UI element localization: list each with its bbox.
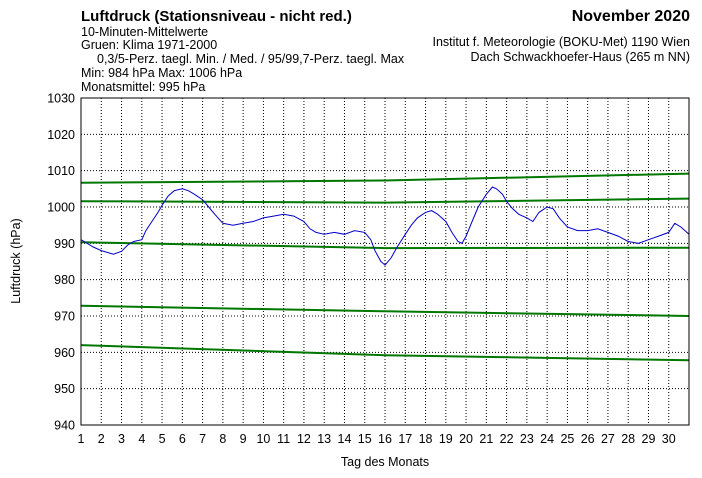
climate-line bbox=[80, 304, 690, 317]
x-tick-label: 25 bbox=[560, 432, 574, 446]
observed-line bbox=[80, 186, 690, 266]
plot-area bbox=[81, 98, 689, 425]
y-axis-label: Luftdruck (hPa) bbox=[9, 218, 23, 303]
x-tick-label: 17 bbox=[398, 432, 412, 446]
x-tick-label: 2 bbox=[98, 432, 105, 446]
min-max-label: Min: 984 hPa Max: 1006 hPa bbox=[81, 66, 243, 80]
y-tick-label: 980 bbox=[54, 273, 75, 287]
x-tick-label: 9 bbox=[240, 432, 247, 446]
x-tick-label: 22 bbox=[500, 432, 514, 446]
x-tick-label: 16 bbox=[378, 432, 392, 446]
x-tick-label: 23 bbox=[520, 432, 534, 446]
y-tick-label: 1010 bbox=[47, 164, 75, 178]
x-tick-labels: 1 2 3 4 5 6 7 8 9 10 11 12 13 14 15 16 17 18 19 20 21 22 23 24 2… bbox=[78, 432, 676, 446]
x-tick-label: 12 bbox=[297, 432, 311, 446]
x-tick-label: 1 bbox=[78, 432, 85, 446]
x-tick-label: 13 bbox=[317, 432, 331, 446]
y-tick-label: 960 bbox=[54, 346, 75, 360]
x-tick-label: 20 bbox=[459, 432, 473, 446]
percentile-note: 0,3/5-Perz. taegl. Min. / Med. / 95/99,7… bbox=[97, 52, 405, 66]
x-tick-label: 5 bbox=[159, 432, 166, 446]
y-tick-label: 990 bbox=[54, 237, 75, 251]
climate-line bbox=[80, 197, 690, 204]
x-tick-label: 6 bbox=[179, 432, 186, 446]
chart-title: Luftdruck (Stationsniveau - nicht red.) bbox=[81, 8, 352, 25]
plot-frame bbox=[80, 97, 690, 426]
x-tick-label: 18 bbox=[419, 432, 433, 446]
x-tick-label: 8 bbox=[219, 432, 226, 446]
climate-line bbox=[80, 172, 690, 184]
y-tick-labels: 940 950 960 970 980 990 1000 1010 1020 1030 bbox=[47, 92, 75, 433]
grid bbox=[81, 98, 689, 425]
station-label: Dach Schwackhoefer-Haus (265 m NN) bbox=[470, 50, 690, 64]
x-tick-label: 7 bbox=[199, 432, 206, 446]
x-tick-label: 27 bbox=[601, 432, 615, 446]
x-tick-label: 10 bbox=[256, 432, 270, 446]
observed-pressure-line bbox=[80, 186, 690, 266]
monthly-mean-label: Monatsmittel: 995 hPa bbox=[81, 80, 206, 94]
x-tick-label: 14 bbox=[338, 432, 352, 446]
x-tick-label: 3 bbox=[118, 432, 125, 446]
climate-note: Gruen: Klima 1971-2000 bbox=[81, 38, 218, 52]
x-tick-label: 15 bbox=[358, 432, 372, 446]
x-tick-label: 21 bbox=[479, 432, 493, 446]
x-tick-label: 26 bbox=[581, 432, 595, 446]
x-tick-label: 11 bbox=[277, 432, 290, 446]
climate-lines bbox=[80, 172, 690, 362]
y-tick-label: 950 bbox=[54, 382, 75, 396]
x-tick-label: 30 bbox=[662, 432, 676, 446]
x-tick-label: 4 bbox=[138, 432, 145, 446]
y-tick-label: 1030 bbox=[47, 92, 75, 106]
y-tick-label: 1000 bbox=[47, 201, 75, 215]
y-tick-label: 970 bbox=[54, 310, 75, 324]
x-tick-label: 19 bbox=[439, 432, 453, 446]
climate-line bbox=[80, 344, 690, 362]
climate-line bbox=[80, 241, 690, 250]
x-axis-label: Tag des Monats bbox=[341, 455, 429, 469]
y-tick-label: 940 bbox=[54, 419, 75, 433]
x-tick-label: 28 bbox=[621, 432, 635, 446]
chart-subtitle: 10-Minuten-Mittelwerte bbox=[81, 25, 209, 39]
month-label: November 2020 bbox=[571, 8, 690, 25]
x-tick-label: 24 bbox=[540, 432, 554, 446]
y-tick-label: 1020 bbox=[47, 128, 75, 142]
institute-label: Institut f. Meteorologie (BOKU-Met) 1190… bbox=[432, 35, 690, 49]
x-tick-label: 29 bbox=[642, 432, 656, 446]
